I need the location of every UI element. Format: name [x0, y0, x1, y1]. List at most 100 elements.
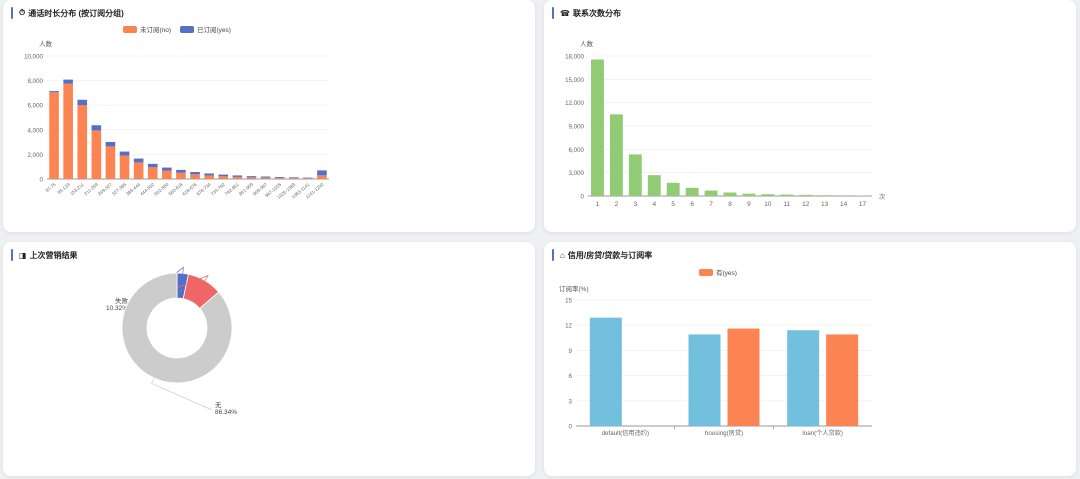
pie-slice [121, 272, 233, 384]
y-tick-label: 6 [569, 373, 573, 380]
bar [727, 328, 760, 426]
credit-chart: 有(yes) 订阅率(%) 0 3 6 9 12 15 default(信用违约) housing… [559, 268, 872, 437]
x-tick-label: 6 [690, 201, 694, 208]
poutcome-title: 上次营销结果 [29, 250, 78, 260]
bar [63, 79, 73, 84]
x-tick-label: 14 [840, 201, 848, 208]
y-tick-label: 0 [581, 194, 585, 201]
duration-panel: ⏱ 通话时长分布 (按订阅分组) 未订阅(no) 已订阅(yes) 人数 0 2,000… [3, 0, 535, 232]
bar [91, 125, 102, 131]
x-tick-label: 4 [652, 201, 656, 208]
bar [628, 154, 642, 196]
y-axis-title: 订阅率(%) [559, 284, 589, 293]
bar [119, 155, 130, 179]
y-tick-label: 9,000 [569, 124, 585, 131]
bar [176, 169, 186, 173]
pie-label-line [151, 377, 213, 411]
bar [666, 182, 680, 196]
bar [49, 91, 59, 93]
x-axis-title: 次 [879, 193, 885, 201]
bar [133, 158, 144, 163]
bar [303, 178, 313, 179]
bar [190, 171, 200, 175]
duration-title: 通话时长分布 (按订阅分组) [28, 8, 124, 18]
bar [77, 99, 88, 106]
x-tick-label: loan(个人贷款) [802, 429, 843, 437]
stopwatch-icon: ⏱ [19, 8, 26, 17]
y-tick-label: 6,000 [569, 147, 585, 154]
duration-chart: 未订阅(no) 已订阅(yes) 人数 0 2,000 4,000 6,000 8,000 10… [24, 25, 329, 200]
y-tick-label: 8,000 [28, 78, 44, 85]
x-tick-label: 13 [821, 201, 829, 208]
bar [274, 177, 285, 179]
panel-title: ⏱ 通话时长分布 (按订阅分组) [11, 7, 124, 19]
panel-title: ☎ 联系次数分布 [552, 7, 621, 19]
y-tick-label: 0 [40, 177, 44, 184]
legend-label: 未订阅(no) [140, 25, 171, 34]
bar [303, 177, 313, 179]
bar [162, 170, 172, 179]
pie-label: 失败 [115, 296, 129, 305]
bar [232, 175, 243, 177]
x-tick-label: 153-211 [69, 182, 85, 197]
x-tick-label: 1 [596, 201, 600, 208]
pie-label: 无 [215, 401, 222, 409]
bar [147, 167, 158, 179]
bar [204, 173, 214, 176]
x-tick-label: 2 [615, 201, 619, 208]
x-tick-label: 676-734 [196, 182, 212, 197]
credit-panel: ⌂ 信用/房贷/贷款与订阅率 有(yes) 订阅率(%) 0 3 6 9 12 15 defau… [544, 242, 1076, 476]
x-tick-label: 8 [728, 201, 732, 208]
title-accent [552, 7, 554, 19]
title-accent [552, 249, 554, 261]
y-axis-title: 人数 [580, 39, 594, 48]
bar [799, 194, 813, 196]
y-axis-title: 人数 [39, 39, 53, 48]
x-tick-label: 269-327 [97, 182, 113, 197]
bar [119, 151, 130, 156]
credit-title: 信用/房贷/贷款与订阅率 [567, 250, 653, 260]
legend-swatch [123, 26, 137, 33]
bar [688, 334, 721, 426]
bar [780, 194, 794, 196]
x-tick-label: 851-909 [238, 182, 254, 197]
y-tick-label: 2,000 [28, 152, 44, 159]
bar [162, 167, 172, 171]
bar [147, 163, 158, 168]
bar [742, 193, 756, 196]
bar [218, 176, 229, 179]
bar [818, 195, 832, 196]
bar [317, 170, 327, 176]
legend-swatch [180, 26, 194, 33]
x-tick-label: housing(房贷) [705, 429, 743, 437]
pie-chart-icon: ◨ [19, 250, 27, 260]
legend-label: 有(yes) [716, 268, 737, 277]
x-tick-label: 502-560 [153, 182, 169, 197]
bar [246, 176, 257, 178]
phone-icon: ☎ [560, 8, 570, 18]
y-tick-label: 15,000 [565, 77, 584, 84]
bar [232, 176, 243, 179]
x-tick-label: 385-444 [125, 182, 141, 197]
bar [91, 130, 102, 179]
bar [260, 177, 271, 179]
bar [105, 146, 116, 179]
y-tick-label: 4,000 [28, 127, 44, 134]
x-tick-label: 3 [634, 201, 638, 208]
legend-label: 已订阅(yes) [197, 26, 231, 34]
bar [609, 114, 623, 196]
title-accent [11, 249, 13, 261]
y-tick-label: 15 [565, 298, 572, 305]
x-tick-label: 444-502 [139, 182, 155, 197]
legend-swatch [699, 269, 713, 276]
title-accent [11, 7, 13, 19]
contacts-title: 联系次数分布 [572, 8, 621, 18]
bar [704, 190, 718, 196]
bar [826, 334, 859, 426]
y-tick-label: 3 [569, 398, 573, 405]
x-tick-label: 560-618 [167, 182, 183, 197]
bar [133, 162, 144, 179]
